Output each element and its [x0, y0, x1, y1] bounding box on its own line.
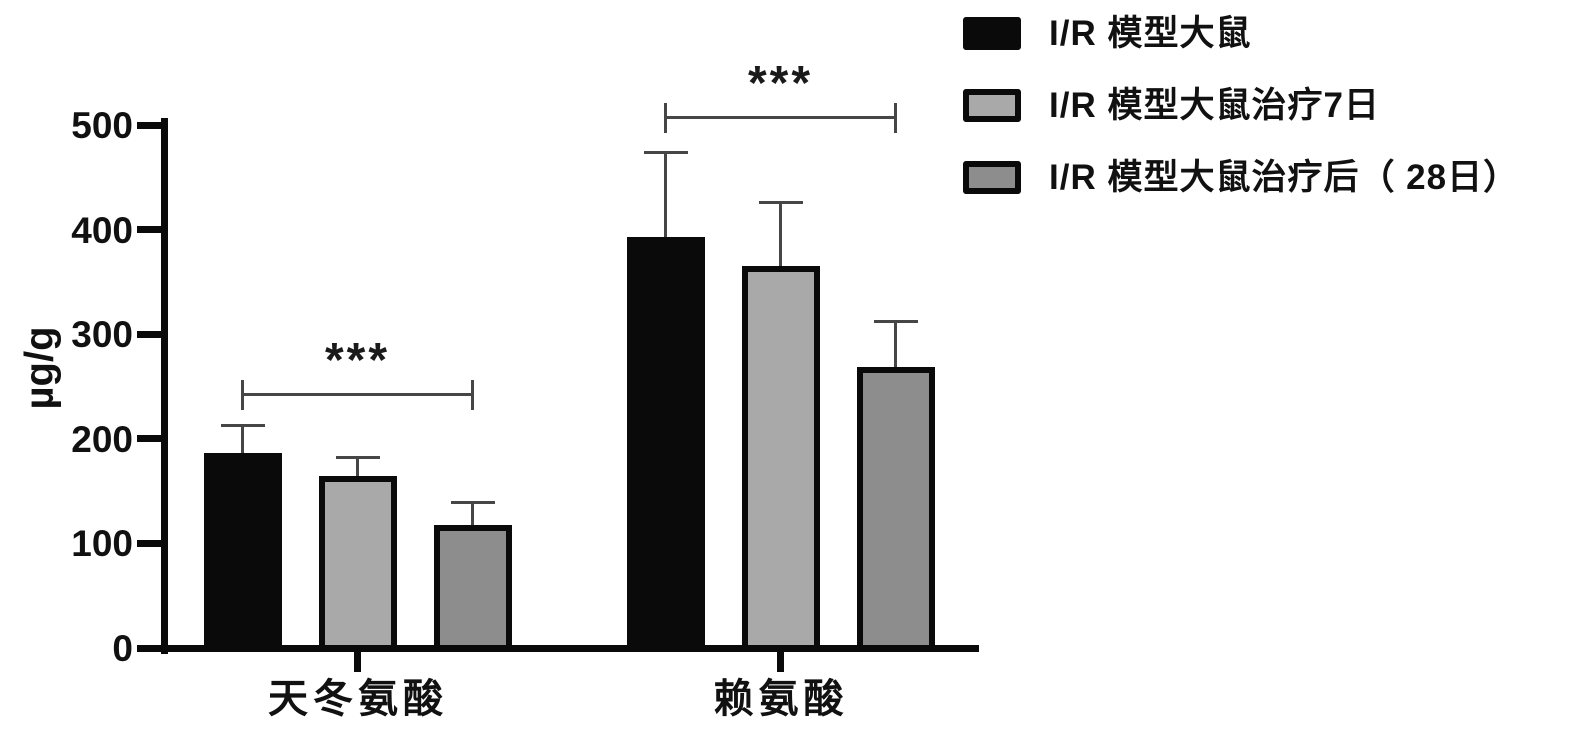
y-axis-tick: [137, 226, 161, 234]
y-axis-tick: [137, 644, 161, 652]
y-axis-line: [161, 118, 168, 654]
x-category-label: 天冬氨酸: [268, 677, 448, 721]
error-bar: [894, 321, 897, 367]
legend-label: I/R 模型大鼠治疗后（ 28日）: [1049, 157, 1520, 197]
significance-bracket-end: [664, 102, 667, 133]
error-bar: [241, 425, 244, 454]
y-axis-tick: [137, 539, 161, 547]
error-bar-cap: [220, 423, 265, 427]
bar: [203, 453, 282, 652]
legend-swatch-darkgray: [963, 160, 1021, 194]
legend-item: I/R 模型大鼠治疗后（ 28日）: [963, 157, 1520, 197]
y-tick-label: 0: [112, 628, 133, 669]
x-axis-line: [161, 645, 979, 652]
error-bar: [779, 202, 782, 267]
y-axis-tick: [137, 330, 161, 338]
y-tick-label: 100: [71, 523, 133, 565]
error-bar: [471, 502, 474, 525]
y-axis-tick: [137, 435, 161, 443]
significance-bracket-end: [471, 379, 474, 410]
legend-label: I/R 模型大鼠: [1049, 13, 1252, 53]
y-tick-label: 300: [71, 314, 133, 356]
y-tick-label: 400: [71, 209, 133, 251]
error-bar-cap: [335, 456, 380, 460]
x-axis-tick: [354, 648, 361, 672]
significance-stars: ***: [324, 333, 391, 387]
error-bar-cap: [873, 320, 918, 324]
significance-stars: ***: [747, 56, 814, 110]
significance-bracket: [665, 116, 896, 120]
legend-swatch-black: [963, 16, 1021, 50]
y-tick-label: 200: [71, 418, 133, 460]
x-axis-tick: [777, 648, 784, 672]
x-category-label: 赖氨酸: [713, 677, 849, 721]
legend-item: I/R 模型大鼠: [963, 13, 1519, 53]
y-axis-tick: [137, 121, 161, 129]
significance-bracket: [242, 393, 473, 397]
error-bar: [356, 457, 359, 477]
error-bar: [664, 152, 667, 237]
legend-label: I/R 模型大鼠治疗7日: [1049, 85, 1380, 125]
significance-bracket-end: [894, 102, 897, 133]
error-bar-cap: [643, 150, 688, 154]
bar: [433, 524, 512, 652]
significance-bracket-end: [241, 379, 244, 410]
error-bar-cap: [758, 200, 803, 204]
y-tick-label: 500: [71, 105, 133, 146]
error-bar-cap: [450, 501, 495, 505]
bar: [741, 266, 820, 652]
bar: [856, 366, 935, 652]
legend: I/R 模型大鼠 I/R 模型大鼠治疗7日 I/R 模型大鼠治疗后（ 28日）: [963, 13, 1520, 197]
bar: [318, 476, 397, 652]
legend-item: I/R 模型大鼠治疗7日: [963, 85, 1519, 125]
legend-swatch-lightgray: [963, 88, 1021, 122]
bar: [626, 236, 705, 652]
